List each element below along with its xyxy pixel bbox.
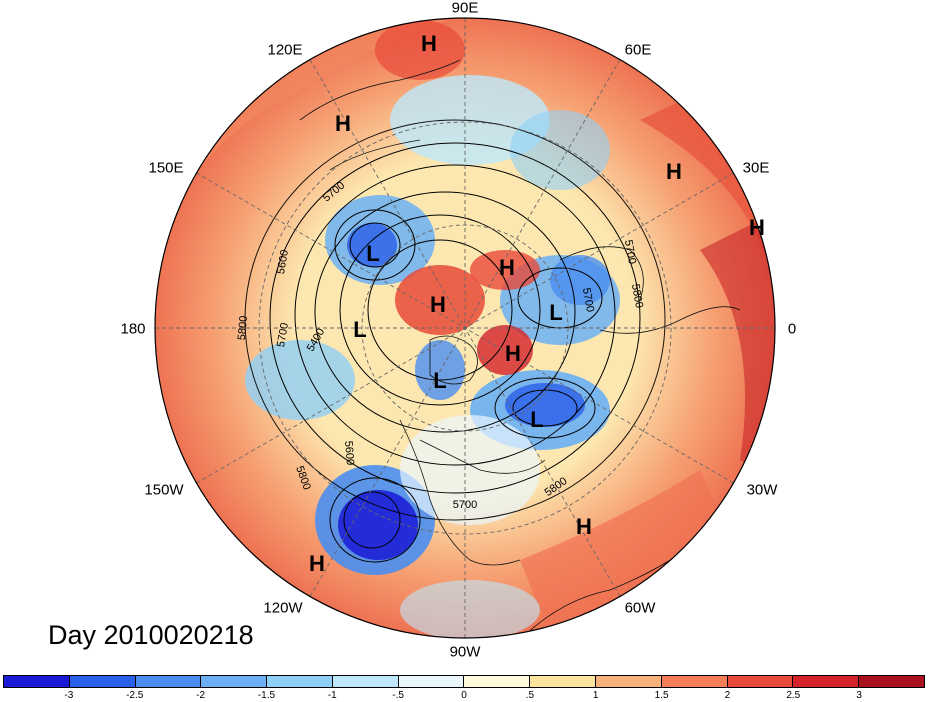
colorbar-tick-label: 3	[856, 690, 862, 701]
colorbar-bin	[530, 676, 597, 687]
low-center: L	[353, 317, 367, 342]
low-center: L	[366, 241, 380, 266]
lon-label-180: 180	[120, 320, 146, 338]
lon-label-120w: 120W	[263, 599, 303, 617]
high-center: H	[430, 292, 446, 317]
contour-label: 5700	[452, 499, 478, 511]
height-contours	[244, 119, 666, 563]
high-center: H	[505, 341, 521, 366]
contour-label: 5800	[235, 315, 251, 341]
colorbar-bin	[596, 676, 662, 687]
lon-label-30e: 30E	[742, 159, 770, 177]
lon-label-30w: 30W	[746, 481, 778, 499]
low-center: L	[433, 368, 447, 393]
anomaly-field	[155, 18, 775, 638]
high-center: H	[666, 159, 682, 184]
graticule	[155, 18, 775, 638]
colorbar-tick-label: 2.5	[786, 690, 801, 701]
colorbar-bin	[859, 676, 924, 687]
colorbar-tick-label: 2	[724, 690, 731, 701]
colorbar-bin	[135, 676, 202, 687]
lon-label-60e: 60E	[624, 41, 652, 59]
lon-label-120e: 120E	[267, 41, 303, 59]
colorbar-bin	[267, 676, 333, 687]
colorbar-bin	[4, 676, 70, 687]
lon-label-0: 0	[787, 320, 797, 338]
colorbar-tick-label: 1	[592, 690, 599, 701]
colorbar-tick-label: -2.5	[126, 690, 144, 701]
colorbar-bin	[332, 676, 399, 687]
high-center: H	[499, 255, 515, 280]
colorbar-ticks: -3 -2.5 -2 -1.5 -1 -.5 0 .5 1 1.5 2 2.5 3	[3, 690, 925, 702]
colorbar-tick-label: 1.5	[654, 690, 669, 701]
colorbar-tick-label: -.5	[392, 690, 404, 701]
colorbar-bin	[69, 676, 136, 687]
colorbar-bin	[727, 676, 794, 687]
colorbar-bin	[793, 676, 860, 687]
colorbar-tick-label: -2	[196, 690, 206, 701]
lon-label-90e: 90E	[451, 0, 479, 17]
high-center: H	[576, 514, 592, 539]
lon-label-150w: 150W	[144, 481, 184, 499]
high-center: H	[335, 111, 351, 136]
colorbar-bin	[661, 676, 728, 687]
lon-label-60w: 60W	[624, 599, 656, 617]
colorbar-bin	[201, 676, 268, 687]
contour-label: 5600	[341, 440, 357, 466]
colorbar-tick-label: -1.5	[257, 690, 276, 701]
colorbar-bin	[398, 676, 465, 687]
lon-label-150e: 150E	[148, 159, 184, 177]
low-center: L	[549, 300, 563, 325]
colorbar-tick-label: -3	[64, 690, 74, 701]
high-center: H	[749, 215, 765, 240]
map-boundary	[154, 17, 776, 639]
lon-label-90w: 90W	[449, 643, 481, 661]
colorbar-tick-label: 0	[461, 690, 467, 701]
high-center: H	[309, 551, 325, 576]
colorbar-bin	[464, 676, 531, 687]
date-title: Day 2010020218	[48, 620, 254, 650]
colorbar	[3, 675, 925, 688]
low-center: L	[530, 407, 544, 432]
colorbar-tick-label: .5	[525, 690, 535, 701]
colorbar-tick-label: -1	[327, 690, 337, 701]
high-center: H	[421, 31, 437, 56]
